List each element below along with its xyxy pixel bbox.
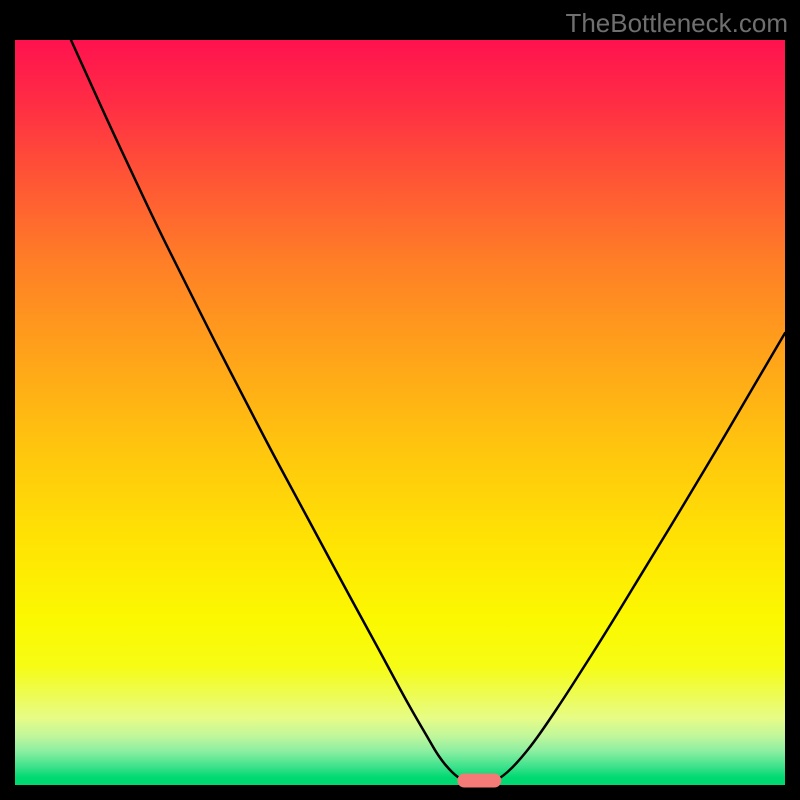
bottleneck-curve xyxy=(15,40,785,785)
chart-frame: TheBottleneck.com xyxy=(0,0,800,800)
optimal-marker xyxy=(457,774,501,788)
curve-path xyxy=(71,40,785,785)
watermark-text: TheBottleneck.com xyxy=(565,8,788,39)
plot-area xyxy=(15,40,785,785)
